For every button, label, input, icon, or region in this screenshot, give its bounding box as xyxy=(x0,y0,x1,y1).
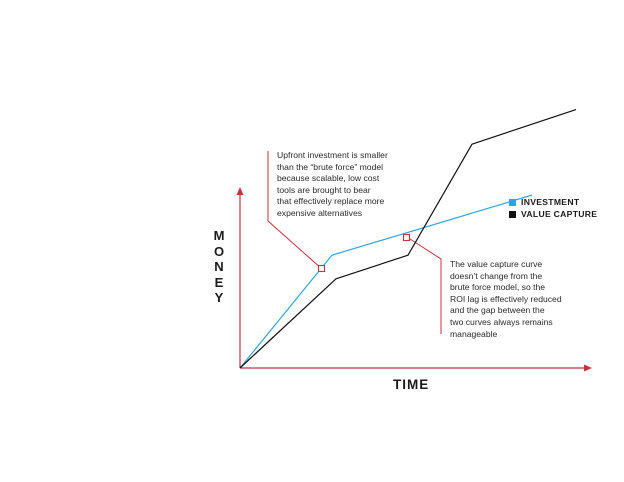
legend-investment-label: INVESTMENT xyxy=(521,197,580,207)
legend-investment-swatch xyxy=(509,198,516,206)
callouts xyxy=(267,151,442,334)
value-capture-annotation: The value capture curve doesn’t change f… xyxy=(450,259,562,339)
markers xyxy=(317,233,411,273)
value-capture-callout-line xyxy=(406,236,442,334)
y-axis-title-letter: N xyxy=(214,259,224,274)
y-axis-title-letter: E xyxy=(214,274,224,290)
y-axis-title-letter: O xyxy=(213,243,225,259)
y-axis-title-letter: Y xyxy=(214,290,224,305)
series-layer xyxy=(239,108,577,369)
legend-value-capture-label: VALUE CAPTURE xyxy=(521,209,598,219)
axes xyxy=(236,187,592,372)
y-axis-title-letter: M xyxy=(213,228,225,243)
y-axis-arrowhead xyxy=(236,187,244,195)
legend-investment: INVESTMENT xyxy=(509,197,579,207)
legend-value-capture: VALUE CAPTURE xyxy=(509,209,597,219)
upfront-callout-line xyxy=(267,151,323,270)
investment-marker xyxy=(317,264,326,273)
x-axis-title: TIME xyxy=(393,377,430,392)
value-capture-series-line xyxy=(239,108,577,369)
upfront-annotation: Upfront investment is smaller than the “… xyxy=(277,150,388,218)
crossover-marker xyxy=(402,233,411,242)
investment-series-line xyxy=(239,194,533,369)
x-axis-arrowhead xyxy=(584,364,592,372)
legend-value-capture-swatch xyxy=(509,210,516,218)
